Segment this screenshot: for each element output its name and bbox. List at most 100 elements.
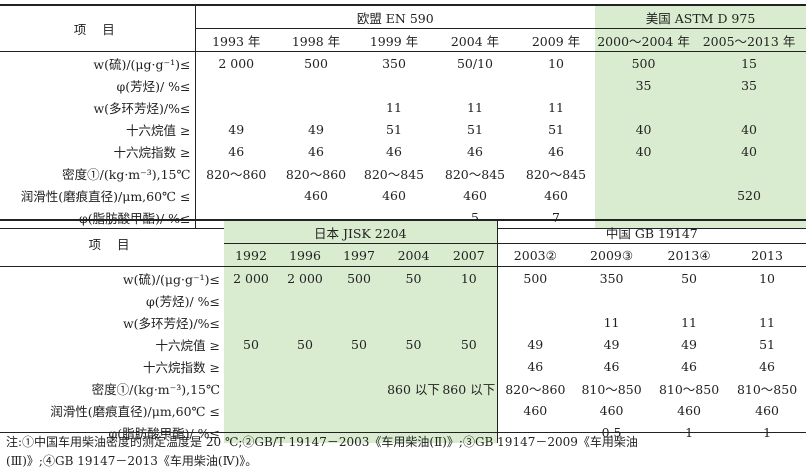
table-cell: 820～845	[363, 166, 425, 182]
table2-group-jp: 日本 JISK 2204	[224, 219, 498, 244]
table-row: φ(芳烃)/ %≤ 35 35	[0, 74, 807, 96]
table-cell	[441, 355, 498, 377]
table-cell	[224, 377, 278, 399]
table-cell: 10	[441, 266, 498, 289]
table-cell	[194, 184, 277, 206]
row-label: φ(芳烃)/ %≤	[145, 293, 220, 309]
table-cell	[278, 289, 332, 311]
table-cell	[278, 355, 332, 377]
row-label: 润滑性(磨痕直径)/μm,60℃ ≤	[50, 403, 220, 419]
row-label: w(多环芳烃)/%≤	[122, 315, 220, 331]
table-cell: 820～860	[496, 377, 574, 399]
table-cell: 51	[548, 121, 564, 137]
table-cell: 460	[544, 187, 568, 203]
table-cell	[194, 96, 277, 118]
table-cell	[595, 96, 693, 118]
table2-year: 2007	[441, 243, 498, 267]
table-cell: 51	[467, 121, 483, 137]
table-cell	[278, 311, 332, 333]
table-cell	[573, 289, 650, 311]
table1-year: 1993 年	[194, 28, 277, 52]
table-row: w(多环芳烃)/%≤ 11 11 11	[0, 311, 806, 333]
table-row: w(硫)/(μg·g⁻¹)≤ 2 000 500 350 50/10 10 500 15	[0, 51, 807, 74]
table1-group-us: 美国 ASTM D 975	[595, 4, 807, 29]
table-cell	[433, 74, 517, 96]
table-cell	[728, 289, 806, 311]
table-cell: 2 000	[224, 266, 278, 289]
table-cell	[332, 289, 386, 311]
table-cell: 2 000	[278, 266, 332, 289]
table2-body: w(硫)/(μg·g⁻¹)≤ 2 000 2 000 500 50 10 500 350 50 1…	[0, 266, 806, 443]
row-label: w(硫)/(μg·g⁻¹)≤	[122, 271, 220, 287]
table-cell	[496, 311, 574, 333]
table-row: 润滑性(磨痕直径)/μm,60℃ ≤ 460 460 460 460 520	[0, 184, 807, 206]
table2-year: 1996	[278, 243, 332, 267]
table-cell: 50	[278, 333, 332, 355]
table-row: φ(芳烃)/ %≤	[0, 289, 806, 311]
emission-standards-table-eu-us: 项 目 欧盟 EN 590 美国 ASTM D 975 1993 年 1998 …	[0, 4, 807, 229]
table-cell: 49	[194, 118, 277, 140]
table2-year: 1997	[332, 243, 386, 267]
row-label: 十六烷值 ≥	[126, 122, 191, 138]
table-cell	[224, 355, 278, 377]
table-cell: 46	[548, 143, 564, 159]
table-cell: 35	[595, 74, 693, 96]
table2-year: 2004	[386, 243, 441, 267]
table-cell: 40	[595, 140, 693, 162]
table-cell: 49	[496, 333, 574, 355]
table-cell: 46	[194, 140, 277, 162]
table-cell: 15	[692, 51, 807, 74]
footnote-line: 注:①中国车用柴油密度的测定温度是 20 ℃;②GB/T 19147－2003《…	[6, 435, 638, 449]
table-row: 十六烷值 ≥49 49 51 51 51 40 40	[0, 118, 807, 140]
table-cell: 860 以下	[441, 377, 498, 399]
table-cell: 11	[759, 314, 776, 330]
table-cell: 820～845	[525, 166, 587, 182]
row-label: 密度①/(kg·m⁻³),15℃	[91, 381, 220, 397]
table-cell: 50	[386, 266, 441, 289]
row-label: 润滑性(磨痕直径)/μm,60℃ ≤	[20, 188, 191, 204]
table-cell	[441, 311, 498, 333]
table-cell	[386, 311, 441, 333]
table1-year: 2000～2004 年	[595, 28, 693, 52]
table-cell: 50	[386, 333, 441, 355]
row-label: φ(脂肪酸甲酯)/ %≤	[108, 425, 220, 441]
table-cell	[441, 289, 498, 311]
table-cell	[355, 74, 433, 96]
table-cell: 460	[463, 187, 487, 203]
table1-body: w(硫)/(μg·g⁻¹)≤ 2 000 500 350 50/10 10 500 15 φ(芳…	[0, 51, 807, 229]
table2-year: 2003②	[496, 243, 574, 267]
table-cell	[224, 289, 278, 311]
table-cell	[496, 289, 574, 311]
table1-year: 2009 年	[517, 28, 596, 52]
table-cell: 810～850	[736, 381, 798, 397]
table-row: 密度①/(kg·m⁻³),15℃ 820～860 820～860 820～845 820…	[0, 162, 807, 184]
table-cell	[278, 377, 332, 399]
table-row: 十六烷值 ≥50 50 50 50 50 49 49 49 51	[0, 333, 806, 355]
table1-year: 2004 年	[433, 28, 517, 52]
table-cell	[692, 162, 807, 184]
table-cell	[332, 311, 386, 333]
table2-item-header: 项 目	[0, 219, 224, 267]
table-cell: 810～850	[581, 381, 642, 397]
table2-year: 2013④	[650, 243, 729, 267]
table-cell	[277, 96, 355, 118]
table-cell	[386, 355, 441, 377]
table2-year: 2013	[728, 243, 807, 267]
row-label: w(多环芳烃)/%≤	[93, 100, 191, 116]
table-cell	[517, 74, 595, 96]
table-cell: 50	[681, 270, 698, 286]
table-row: w(硫)/(μg·g⁻¹)≤ 2 000 2 000 500 50 10 500 350 50 1…	[0, 266, 806, 289]
table-cell	[332, 399, 386, 421]
table-cell: 350	[382, 55, 406, 71]
table-row: w(多环芳烃)/%≤ 11 11 11	[0, 96, 807, 118]
table-cell: 50	[224, 333, 278, 355]
table-cell: 11	[548, 99, 564, 115]
table-cell	[441, 399, 498, 421]
table-cell: 46	[386, 143, 402, 159]
table-cell: 35	[692, 74, 807, 96]
table1-year-row: 1993 年 1998 年 1999 年 2004 年 2009 年 2000～…	[0, 28, 807, 52]
table-cell: 11	[386, 99, 402, 115]
footnote-line: (Ⅲ)》;④GB 19147－2013《车用柴油(Ⅳ)》。	[6, 454, 258, 468]
row-label: w(硫)/(μg·g⁻¹)≤	[93, 56, 191, 72]
table1-group-header-row: 项 目 欧盟 EN 590 美国 ASTM D 975	[0, 4, 807, 52]
